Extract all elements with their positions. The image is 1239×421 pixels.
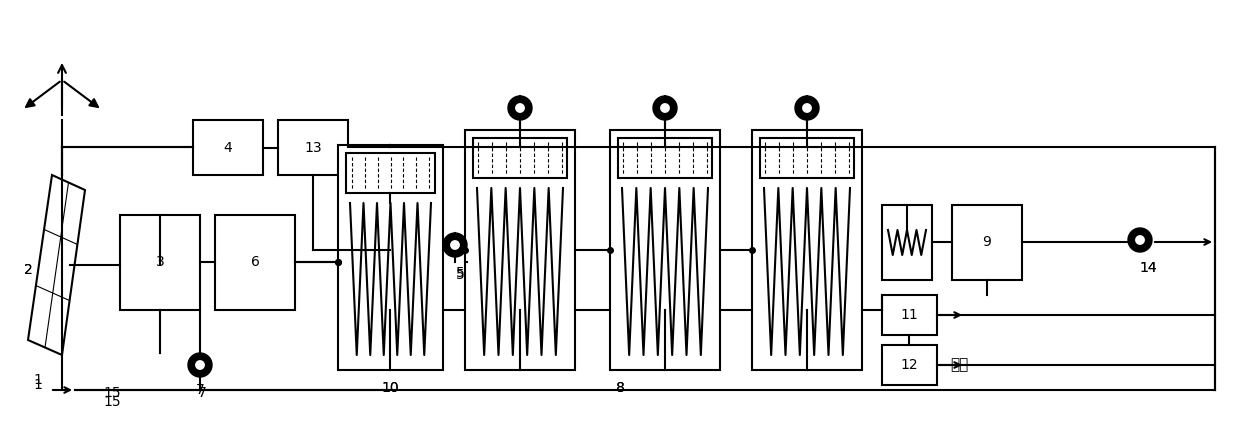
Text: 淡水: 淡水	[950, 357, 968, 373]
Text: 1: 1	[33, 378, 42, 392]
Bar	[278, 120, 348, 175]
Bar	[216, 215, 295, 310]
Polygon shape	[1127, 228, 1152, 252]
Bar	[120, 215, 199, 310]
Text: 6: 6	[250, 256, 259, 269]
Polygon shape	[515, 104, 524, 112]
Text: 14: 14	[1139, 261, 1157, 275]
Polygon shape	[795, 96, 819, 120]
Polygon shape	[28, 175, 85, 355]
Text: 7: 7	[198, 386, 207, 400]
Bar	[338, 145, 444, 370]
Polygon shape	[508, 96, 532, 120]
Text: 4: 4	[223, 141, 233, 155]
Text: 14: 14	[1139, 261, 1157, 275]
Polygon shape	[660, 104, 669, 112]
Polygon shape	[188, 353, 212, 377]
Text: 11: 11	[901, 308, 918, 322]
Text: 5: 5	[456, 268, 465, 282]
Text: 2: 2	[24, 263, 32, 277]
Bar	[346, 153, 435, 193]
Bar	[952, 205, 1022, 280]
Bar	[473, 138, 567, 178]
Text: 15: 15	[103, 395, 121, 409]
Bar	[618, 138, 712, 178]
Text: 1: 1	[33, 373, 42, 387]
Bar	[760, 138, 854, 178]
Text: 8: 8	[616, 381, 624, 395]
Bar	[193, 120, 263, 175]
Bar	[465, 130, 575, 370]
Bar	[882, 345, 937, 385]
Polygon shape	[451, 241, 460, 249]
Text: 9: 9	[983, 235, 991, 250]
Text: 13: 13	[305, 141, 322, 155]
Text: 15: 15	[103, 386, 121, 400]
Polygon shape	[1136, 236, 1144, 244]
Text: 7: 7	[196, 383, 204, 397]
Text: 3: 3	[156, 256, 165, 269]
Polygon shape	[653, 96, 676, 120]
Bar	[882, 205, 932, 280]
Bar	[752, 130, 862, 370]
Bar	[882, 295, 937, 335]
Text: 5: 5	[456, 266, 465, 280]
Text: 10: 10	[382, 381, 399, 395]
Polygon shape	[444, 233, 467, 257]
Polygon shape	[803, 104, 812, 112]
Bar	[610, 130, 720, 370]
Text: 2: 2	[24, 263, 32, 277]
Polygon shape	[196, 361, 204, 369]
Text: 12: 12	[901, 358, 918, 372]
Text: 8: 8	[616, 381, 624, 395]
Text: 10: 10	[382, 381, 399, 395]
